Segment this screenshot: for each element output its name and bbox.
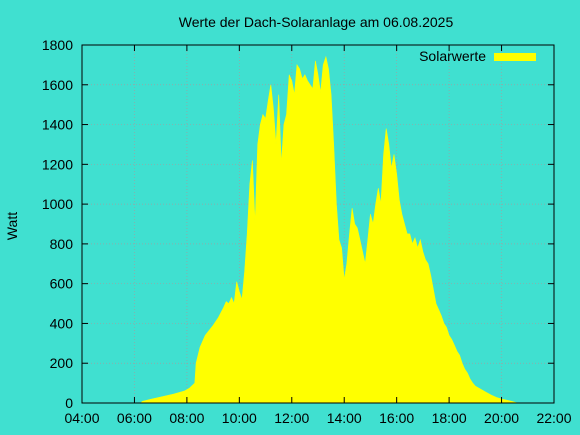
- x-tick-label: 16:00: [379, 410, 414, 426]
- x-tick-label: 14:00: [327, 410, 362, 426]
- series-area-solarwerte: [140, 55, 518, 404]
- x-axis-ticks: 04:00 06:00 08:00 10:00 12:00 14:00 16:00 18:00…: [64, 45, 572, 426]
- x-tick-label: 22:00: [536, 410, 571, 426]
- x-tick-label: 08:00: [169, 410, 204, 426]
- y-tick-label: 0: [65, 395, 73, 411]
- plot-border: [81, 44, 555, 404]
- y-tick-label: 1600: [42, 77, 73, 93]
- y-tick-label: 800: [50, 236, 74, 252]
- y-tick-label: 1000: [42, 196, 73, 212]
- x-tick-label: 18:00: [432, 410, 467, 426]
- legend: Solarwerte: [419, 48, 536, 64]
- y-axis-ticks: 0 200 400 600 800 1000 1200 1400 1600 1800: [42, 37, 554, 411]
- y-axis-label: Watt: [4, 212, 20, 240]
- x-tick-label: 20:00: [484, 410, 519, 426]
- legend-label-solarwerte: Solarwerte: [419, 48, 486, 64]
- y-tick-label: 600: [50, 276, 74, 292]
- y-tick-label: 400: [50, 315, 74, 331]
- x-tick-label: 06:00: [117, 410, 152, 426]
- legend-swatch-solarwerte: [494, 53, 536, 61]
- chart-title: Werte der Dach-Solaranlage am 06.08.2025: [179, 14, 454, 30]
- x-tick-label: 04:00: [64, 410, 99, 426]
- grid-lines: [82, 45, 554, 403]
- y-tick-label: 1200: [42, 156, 73, 172]
- y-tick-label: 200: [50, 355, 74, 371]
- y-tick-label: 1800: [42, 37, 73, 53]
- y-tick-label: 1400: [42, 117, 73, 133]
- x-tick-label: 10:00: [222, 410, 257, 426]
- x-tick-label: 12:00: [274, 410, 309, 426]
- series-area: [140, 55, 518, 404]
